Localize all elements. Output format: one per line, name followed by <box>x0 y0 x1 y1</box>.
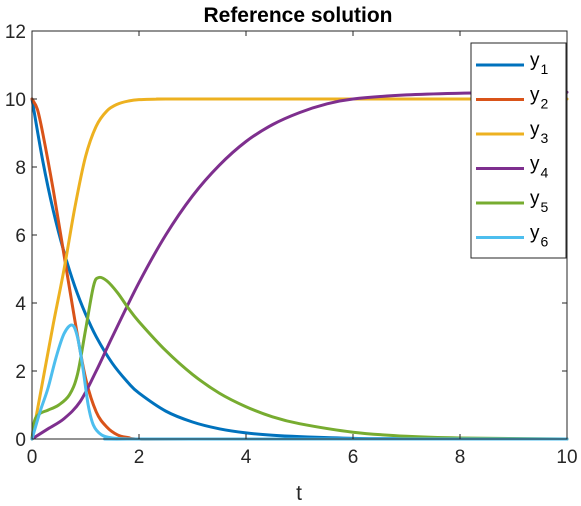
y-tick-label: 0 <box>15 430 26 451</box>
x-tick-label: 8 <box>455 447 466 468</box>
series-line-y4 <box>30 90 569 441</box>
x-tick-label: 6 <box>348 447 359 468</box>
x-tick-label: 4 <box>241 447 252 468</box>
chart-title: Reference solution <box>203 4 392 27</box>
legend-label-y4: y4 <box>530 154 549 181</box>
y-tick-label: 2 <box>15 362 26 383</box>
x-axis-label: t <box>296 482 302 505</box>
y-tick-label: 8 <box>15 158 26 179</box>
legend: y1 y2 y3 y4 y5 y6 <box>470 42 567 259</box>
legend-label-y6: y6 <box>530 223 549 250</box>
x-tick-label: 0 <box>27 447 38 468</box>
x-tick-label: 2 <box>134 447 145 468</box>
y-tick-label: 10 <box>5 90 26 111</box>
ticks-layer: 0 2 4 6 8 10 0 2 4 6 8 10 12 <box>5 22 578 468</box>
x-tick-label: 10 <box>556 447 577 468</box>
series-line-y3 <box>30 97 569 441</box>
y-tick-label: 6 <box>15 226 26 247</box>
legend-box <box>470 42 567 259</box>
series-line-y5 <box>30 275 569 441</box>
y-tick-label: 4 <box>15 294 26 315</box>
legend-label-y5: y5 <box>530 188 549 215</box>
y-tick-label: 12 <box>5 22 26 43</box>
legend-label-y2: y2 <box>530 85 549 112</box>
legend-label-y1: y1 <box>530 50 549 77</box>
legend-label-y3: y3 <box>530 119 549 146</box>
